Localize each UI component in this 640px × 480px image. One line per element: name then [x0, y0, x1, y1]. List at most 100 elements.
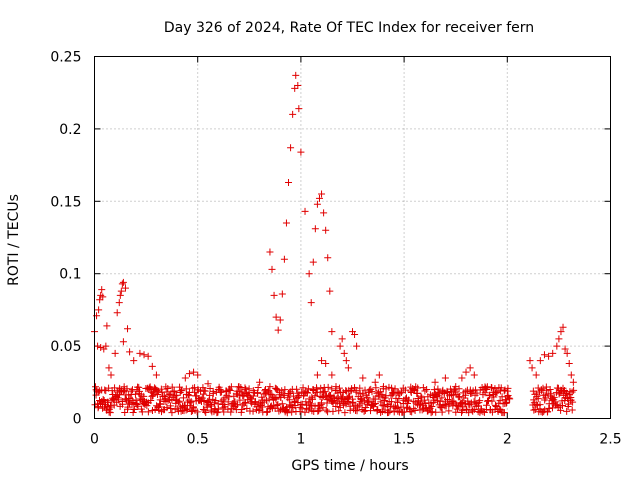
- data-point: [151, 386, 159, 394]
- data-point: [359, 374, 367, 382]
- data-point: [377, 409, 385, 417]
- data-point: [569, 378, 577, 386]
- data-point: [187, 398, 195, 406]
- data-point: [529, 387, 537, 395]
- data-point: [113, 309, 121, 317]
- x-tick-label: 1: [296, 432, 305, 448]
- data-point: [530, 406, 538, 414]
- y-tick-label: 0.05: [50, 339, 81, 355]
- data-point: [102, 342, 110, 350]
- data-point: [455, 393, 463, 401]
- data-point: [498, 393, 506, 401]
- data-point: [103, 322, 111, 330]
- x-axis-label: GPS time / hours: [291, 458, 408, 474]
- data-point: [493, 388, 501, 396]
- data-point: [324, 254, 332, 262]
- data-point: [105, 384, 113, 392]
- data-point: [194, 371, 202, 379]
- data-point: [565, 400, 573, 408]
- data-point: [503, 398, 511, 406]
- data-point: [119, 338, 127, 346]
- x-tick-label: 2: [503, 432, 512, 448]
- data-point: [164, 396, 172, 404]
- data-point: [289, 110, 297, 118]
- data-point: [265, 395, 273, 403]
- data-point: [565, 359, 573, 367]
- data-point: [353, 342, 361, 350]
- y-axis-label: ROTI / TECUs: [6, 194, 22, 286]
- data-point: [486, 391, 494, 399]
- data-point: [129, 409, 137, 417]
- plot-frame: [94, 56, 611, 419]
- data-point: [97, 344, 105, 352]
- data-point: [470, 398, 478, 406]
- data-point: [227, 408, 235, 416]
- data-point: [111, 384, 119, 392]
- data-point: [309, 258, 317, 266]
- data-point: [360, 407, 368, 415]
- data-point: [318, 357, 326, 365]
- data-point: [396, 390, 404, 398]
- data-point: [434, 385, 442, 393]
- data-point: [357, 395, 365, 403]
- data-point: [132, 396, 140, 404]
- data-point: [156, 400, 164, 408]
- data-point: [563, 389, 571, 397]
- data-point: [445, 407, 453, 415]
- data-point: [101, 386, 109, 394]
- data-point: [206, 391, 214, 399]
- data-point: [214, 405, 222, 413]
- data-point: [95, 306, 103, 314]
- data-point: [500, 409, 508, 417]
- data-point: [171, 392, 179, 400]
- data-point: [354, 403, 362, 411]
- y-tick-label: 0: [73, 412, 82, 428]
- data-point: [541, 391, 549, 399]
- data-point: [131, 390, 139, 398]
- data-point: [272, 395, 280, 403]
- data-point: [386, 407, 394, 415]
- data-point: [224, 405, 232, 413]
- data-point: [570, 386, 578, 394]
- data-point: [423, 385, 431, 393]
- data-point: [419, 384, 427, 392]
- data-point: [270, 291, 278, 299]
- data-point: [147, 397, 155, 405]
- data-point: [371, 395, 379, 403]
- y-tick-labels: 0 0.05 0.1 0.15 0.2 0.25: [50, 50, 81, 428]
- data-point: [283, 407, 291, 415]
- data-point: [313, 200, 321, 208]
- data-point: [152, 371, 160, 379]
- data-point: [505, 394, 513, 402]
- data-point: [276, 316, 284, 324]
- data-point: [94, 342, 102, 350]
- data-point: [335, 384, 343, 392]
- data-point: [488, 397, 496, 405]
- data-point: [553, 342, 561, 350]
- data-point: [394, 407, 402, 415]
- data-point: [315, 194, 323, 202]
- data-point: [324, 383, 332, 391]
- data-point: [320, 209, 328, 217]
- data-point: [411, 406, 419, 414]
- data-point: [92, 383, 100, 391]
- data-point: [202, 409, 210, 417]
- data-point: [301, 408, 309, 416]
- data-point: [295, 105, 303, 113]
- data-point: [546, 386, 554, 394]
- data-point: [291, 84, 299, 92]
- data-point: [274, 400, 282, 408]
- data-point: [441, 374, 449, 382]
- data-point: [226, 386, 234, 394]
- data-point: [209, 395, 217, 403]
- data-point: [455, 385, 463, 393]
- data-point: [119, 278, 127, 286]
- data-point: [272, 313, 280, 321]
- data-point: [329, 407, 337, 415]
- data-point: [272, 385, 280, 393]
- data-point: [227, 383, 235, 391]
- data-point: [313, 371, 321, 379]
- data-point: [372, 384, 380, 392]
- data-point: [364, 398, 372, 406]
- data-point: [558, 401, 566, 409]
